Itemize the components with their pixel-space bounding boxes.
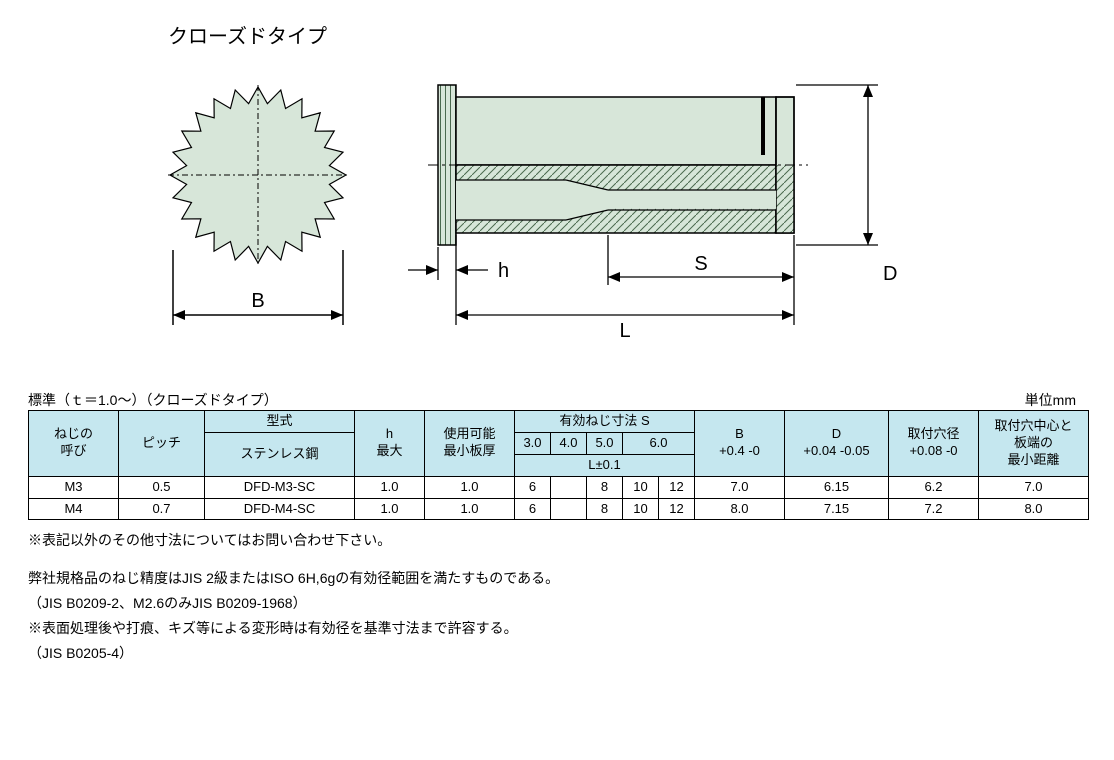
diagram-title: クローズドタイプ <box>168 20 327 49</box>
th-ltol: L±0.1 <box>515 454 695 476</box>
table-cell: 8 <box>587 476 623 498</box>
th-hole: 取付穴径+0.08 -0 <box>889 411 979 477</box>
note-5: （JIS B0205-4） <box>28 641 1086 666</box>
table-cell: 6.2 <box>889 476 979 498</box>
table-cell: 1.0 <box>355 498 425 520</box>
th-s1: 3.0 <box>515 432 551 454</box>
table-cell: 12 <box>659 476 695 498</box>
th-s-group: 有効ねじ寸法 S <box>515 411 695 433</box>
th-pitch: ピッチ <box>119 411 205 477</box>
table-cell <box>551 476 587 498</box>
notes: ※表記以外のその他寸法についてはお問い合わせ下さい。 弊社規格品のねじ精度はJI… <box>28 528 1086 666</box>
table-cell: 7.2 <box>889 498 979 520</box>
side-view-svg: h L S D <box>408 55 968 365</box>
table-cell: 1.0 <box>425 498 515 520</box>
table-cell: 10 <box>623 498 659 520</box>
table-header-row: 標準（ｔ＝1.0～）（クローズドタイプ） 単位mm <box>28 390 1086 410</box>
table-cell: M3 <box>29 476 119 498</box>
note-1: ※表記以外のその他寸法についてはお問い合わせ下さい。 <box>28 528 1086 553</box>
label-B: B <box>251 290 264 312</box>
th-h: h最大 <box>355 411 425 477</box>
note-4: ※表面処理後や打痕、キズ等による変形時は有効径を基準寸法まで許容する。 <box>28 616 1086 641</box>
table-cell: M4 <box>29 498 119 520</box>
th-edge: 取付穴中心と板端の最小距離 <box>979 411 1089 477</box>
table-cell: 8 <box>587 498 623 520</box>
table-cell: 8.0 <box>979 498 1089 520</box>
note-3: （JIS B0209-2、M2.6のみJIS B0209-1968） <box>28 591 1086 616</box>
table-cell: 7.0 <box>695 476 785 498</box>
table-cell: 0.5 <box>119 476 205 498</box>
table-cell: 10 <box>623 476 659 498</box>
table-row: M40.7DFD-M4-SC1.01.06810128.07.157.28.0 <box>29 498 1089 520</box>
th-s2: 4.0 <box>551 432 587 454</box>
label-L: L <box>619 320 630 342</box>
table-body: M30.5DFD-M3-SC1.01.06810127.06.156.27.0M… <box>29 476 1089 520</box>
th-model-sub: ステンレス鋼 <box>205 432 355 476</box>
table-cell <box>551 498 587 520</box>
table-row: M30.5DFD-M3-SC1.01.06810127.06.156.27.0 <box>29 476 1089 498</box>
table-cell: 0.7 <box>119 498 205 520</box>
note-2: 弊社規格品のねじ精度はJIS 2級またはISO 6H,6gの有効径範囲を満たすも… <box>28 566 1086 591</box>
table-cell: 1.0 <box>425 476 515 498</box>
spec-table: ねじの呼び ピッチ 型式 h最大 使用可能最小板厚 有効ねじ寸法 S B+0.4… <box>28 410 1089 520</box>
table-cell: 6.15 <box>785 476 889 498</box>
label-S: S <box>694 253 707 275</box>
table-cell: 12 <box>659 498 695 520</box>
table-cell: DFD-M3-SC <box>205 476 355 498</box>
th-s3: 5.0 <box>587 432 623 454</box>
table-cell: 7.0 <box>979 476 1089 498</box>
th-thread: ねじの呼び <box>29 411 119 477</box>
th-model: 型式 <box>205 411 355 433</box>
table-cell: DFD-M4-SC <box>205 498 355 520</box>
table-title: 標準（ｔ＝1.0～）（クローズドタイプ） <box>28 390 278 410</box>
table-cell: 8.0 <box>695 498 785 520</box>
table-cell: 7.15 <box>785 498 889 520</box>
th-B: B+0.4 -0 <box>695 411 785 477</box>
table-cell: 6 <box>515 476 551 498</box>
unit-label: 単位mm <box>1025 390 1076 410</box>
table-cell: 6 <box>515 498 551 520</box>
th-mint: 使用可能最小板厚 <box>425 411 515 477</box>
th-s4: 6.0 <box>623 432 695 454</box>
label-h: h <box>498 260 509 282</box>
th-D: D+0.04 -0.05 <box>785 411 889 477</box>
diagram-area: クローズドタイプ B <box>28 20 1086 370</box>
front-view-svg: B <box>128 55 388 355</box>
table-cell: 1.0 <box>355 476 425 498</box>
label-D: D <box>883 263 897 285</box>
